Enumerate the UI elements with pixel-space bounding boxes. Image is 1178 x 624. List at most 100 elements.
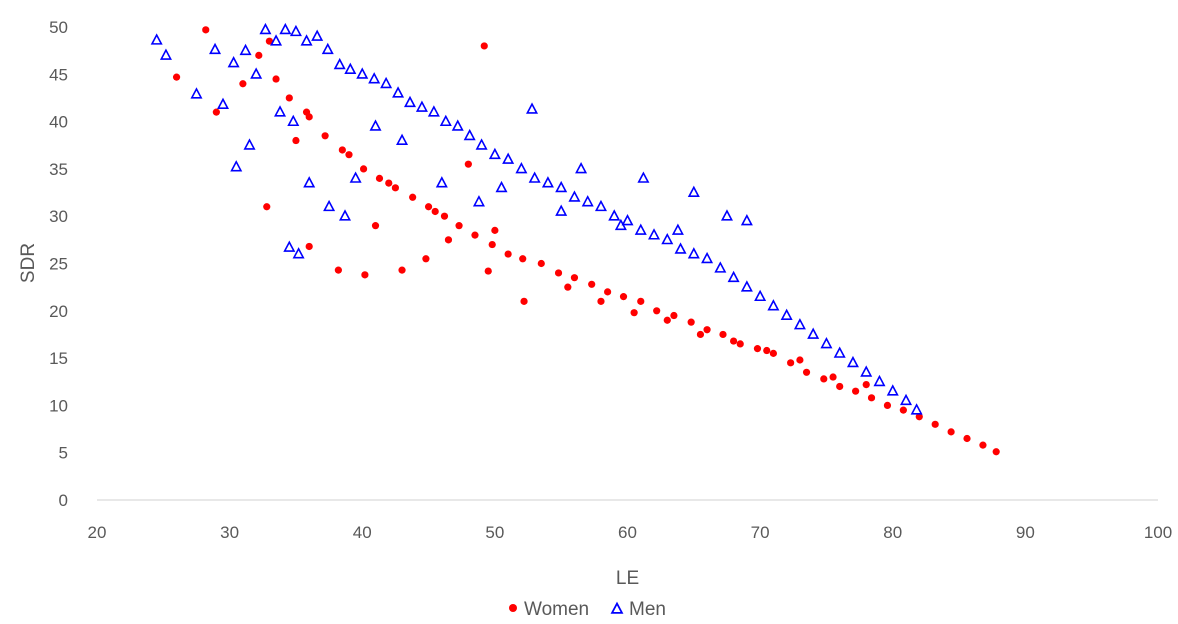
data-point-women xyxy=(663,316,671,324)
data-point-men xyxy=(900,393,913,406)
data-point-women xyxy=(292,136,300,145)
data-point-men xyxy=(608,209,621,221)
data-point-women xyxy=(504,250,512,258)
data-point-men xyxy=(463,128,476,141)
legend-women-marker xyxy=(509,604,517,612)
data-point-men xyxy=(767,299,780,311)
data-point-men xyxy=(515,161,528,174)
data-point-women xyxy=(491,226,499,234)
data-point-men xyxy=(661,232,674,245)
legend-women-label: Women xyxy=(524,599,589,620)
data-point-men xyxy=(435,176,448,188)
data-point-men xyxy=(150,33,163,45)
legend: Women Men xyxy=(509,599,666,620)
data-point-men xyxy=(230,160,243,172)
data-point-women xyxy=(979,441,987,449)
data-point-men xyxy=(439,114,452,127)
data-point-women xyxy=(255,51,263,59)
data-point-men xyxy=(250,67,263,79)
data-point-men xyxy=(637,171,650,183)
data-point-men xyxy=(714,261,727,273)
data-point-women xyxy=(630,309,638,317)
x-axis-ticks: 20 30 40 50 60 70 80 90 100 xyxy=(88,523,1173,542)
data-point-men xyxy=(287,114,300,127)
data-point-women xyxy=(398,266,406,274)
y-tick-label: 5 xyxy=(59,444,68,463)
data-point-men xyxy=(555,180,568,193)
data-point-men xyxy=(820,337,833,349)
data-point-women xyxy=(263,203,271,211)
legend-men-label: Men xyxy=(629,599,666,620)
data-point-women xyxy=(359,165,368,173)
data-point-men xyxy=(727,270,740,283)
data-point-women xyxy=(484,267,492,275)
data-point-women xyxy=(947,428,955,436)
data-point-women xyxy=(444,236,453,244)
y-tick-label: 30 xyxy=(49,207,68,226)
data-point-women xyxy=(305,113,313,121)
data-point-men xyxy=(292,247,305,259)
data-point-women xyxy=(431,207,439,216)
data-point-men xyxy=(793,318,806,330)
data-point-men xyxy=(321,42,334,55)
data-point-men xyxy=(300,34,313,46)
data-point-women xyxy=(519,255,527,263)
data-point-women xyxy=(375,174,384,182)
data-point-women xyxy=(520,297,528,305)
data-point-men xyxy=(541,176,554,188)
data-point-men xyxy=(846,355,859,368)
data-point-men xyxy=(594,199,607,212)
data-point-women xyxy=(719,330,727,339)
data-point-men xyxy=(190,87,203,99)
data-point-women xyxy=(564,283,572,291)
data-point-men xyxy=(396,133,409,145)
data-point-women xyxy=(202,26,210,34)
data-point-men xyxy=(780,308,793,320)
x-axis-title: LE xyxy=(616,568,639,589)
data-point-men xyxy=(303,176,316,188)
data-point-men xyxy=(356,67,369,79)
data-point-women xyxy=(385,179,393,187)
x-tick-label: 60 xyxy=(618,523,637,542)
data-point-men xyxy=(403,95,417,108)
data-point-men xyxy=(333,57,346,70)
data-point-men xyxy=(392,86,405,98)
data-point-men xyxy=(270,34,283,46)
data-point-women xyxy=(915,413,923,421)
data-point-women xyxy=(992,448,1000,456)
y-tick-label: 20 xyxy=(49,302,68,321)
data-point-women xyxy=(570,274,579,282)
data-point-men xyxy=(488,147,501,160)
data-point-men xyxy=(344,62,357,75)
data-point-men xyxy=(227,56,240,68)
data-point-men xyxy=(369,119,382,131)
data-point-men xyxy=(495,180,508,193)
data-point-men xyxy=(528,171,541,183)
series-men-points xyxy=(150,22,923,415)
x-tick-label: 50 xyxy=(485,523,504,542)
data-point-women xyxy=(455,222,463,230)
data-point-men xyxy=(648,228,661,240)
data-point-men xyxy=(289,24,302,37)
data-point-men xyxy=(451,119,464,131)
data-point-women xyxy=(305,242,313,251)
data-point-men xyxy=(475,138,488,150)
data-point-women xyxy=(338,146,346,154)
data-point-men xyxy=(243,138,256,150)
x-tick-label: 70 xyxy=(751,523,770,542)
data-point-women xyxy=(867,394,876,402)
data-point-women xyxy=(787,359,795,367)
data-point-men xyxy=(259,22,272,35)
x-tick-label: 80 xyxy=(883,523,902,542)
data-point-women xyxy=(687,318,695,326)
data-point-women xyxy=(212,108,220,116)
data-point-women xyxy=(802,368,811,376)
data-point-women xyxy=(769,349,777,357)
data-point-women xyxy=(820,375,828,383)
data-point-men xyxy=(754,289,767,302)
data-point-men xyxy=(568,190,581,202)
data-point-men xyxy=(740,280,753,292)
data-point-men xyxy=(526,102,539,114)
data-point-men xyxy=(581,195,594,207)
data-point-men xyxy=(380,76,393,89)
